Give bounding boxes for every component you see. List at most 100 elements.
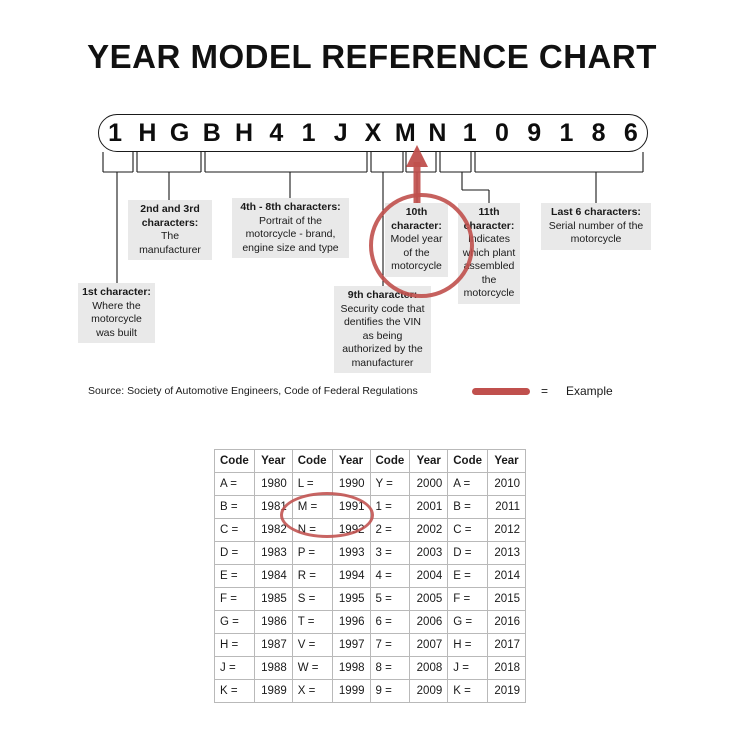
cell-year: 1990 <box>331 472 371 496</box>
cell-code: D = <box>214 541 255 565</box>
callout-body: Indicates which plant assembled the moto… <box>462 233 516 299</box>
cell-year: 1989 <box>253 679 293 703</box>
cell-code: D = <box>447 541 488 565</box>
cell-code: 7 = <box>369 633 411 657</box>
cell-year: 2013 <box>487 541 526 565</box>
cell-year: 1981 <box>253 495 293 519</box>
cell-code: 3 = <box>369 541 411 565</box>
cell-code: 2 = <box>369 518 411 542</box>
cell-code: P = <box>291 541 333 565</box>
cell-year: 2011 <box>487 495 526 519</box>
cell-code: F = <box>447 587 488 611</box>
cell-year: 1980 <box>253 472 293 496</box>
legend-label: Example <box>566 384 613 398</box>
cell-year: 1985 <box>253 587 293 611</box>
table-row: D = 1983 P = 1993 3 = 2003 D = 2013 <box>214 541 526 565</box>
cell-code: T = <box>291 610 333 634</box>
cell-year: 1993 <box>331 541 371 565</box>
cell-year: 1987 <box>253 633 293 657</box>
cell-code: G = <box>214 610 255 634</box>
table-row: J = 1988 W = 1998 8 = 2008 J = 2018 <box>214 656 526 680</box>
callout-body: Portrait of the motorcycle - brand, engi… <box>242 214 339 254</box>
cell-year: 2003 <box>409 541 449 565</box>
table-row: B = 1981 M = 1991 1 = 2001 B = 2011 <box>214 495 526 519</box>
cell-code: E = <box>214 564 255 588</box>
cell-code: S = <box>291 587 333 611</box>
cell-year: 1983 <box>253 541 293 565</box>
vin-char: H <box>138 118 157 147</box>
callout-9th-character: 9th character: Security code that dentif… <box>334 286 431 373</box>
vin-char: B <box>202 118 221 147</box>
vin-char: J <box>333 118 348 147</box>
cell-year: 1994 <box>331 564 371 588</box>
cell-year: 1998 <box>331 656 371 680</box>
cell-code: E = <box>447 564 488 588</box>
cell-year: 1997 <box>331 633 371 657</box>
cell-year: 2016 <box>487 610 526 634</box>
cell-code: 9 = <box>369 679 411 703</box>
cell-year: 1996 <box>331 610 371 634</box>
cell-code: 1 = <box>369 495 411 519</box>
vin-char: 1 <box>462 118 477 147</box>
vin-char: 1 <box>301 118 316 147</box>
vin-capsule: 1 H G B H 4 1 J X M N 1 0 9 1 8 6 <box>98 114 648 152</box>
vin-char: 6 <box>623 118 638 147</box>
cell-year: 2000 <box>409 472 449 496</box>
callout-last-6-characters: Last 6 characters: Serial number of the … <box>541 203 651 250</box>
table-row: H = 1987 V = 1997 7 = 2007 H = 2017 <box>214 633 526 657</box>
column-header: Code <box>369 449 411 473</box>
callout-2nd-3rd-characters: 2nd and 3rd characters: The manufacturer <box>128 200 212 260</box>
callout-heading: 9th character: <box>347 289 418 301</box>
callout-4th-8th-characters: 4th - 8th characters: Portrait of the mo… <box>232 198 349 258</box>
table-row: G = 1986 T = 1996 6 = 2006 G = 2016 <box>214 610 526 634</box>
cell-year: 2015 <box>487 587 526 611</box>
cell-year: 2001 <box>409 495 449 519</box>
cell-year: 2019 <box>487 679 526 703</box>
cell-code: F = <box>214 587 255 611</box>
table-row: C = 1982 N = 1992 2 = 2002 C = 2012 <box>214 518 526 542</box>
callout-body: Security code that dentifies the VIN as … <box>340 302 425 369</box>
cell-code: X = <box>291 679 333 703</box>
vin-char: 8 <box>591 118 606 147</box>
callout-body: Where the motorcycle was built <box>91 299 142 339</box>
vin-char: H <box>235 118 254 147</box>
legend-equals-sign: = <box>541 384 549 398</box>
vin-char: N <box>428 118 447 147</box>
cell-code: 4 = <box>369 564 411 588</box>
cell-year: 2006 <box>409 610 449 634</box>
column-header: Code <box>214 449 255 473</box>
cell-code: J = <box>214 656 255 680</box>
callout-body: Model year of the motorcycle <box>390 233 443 272</box>
cell-year: 1999 <box>331 679 371 703</box>
callout-heading: 10th character: <box>391 206 442 232</box>
cell-code: B = <box>447 495 488 519</box>
source-note: Source: Society of Automotive Engineers,… <box>88 385 418 397</box>
vin-char: 1 <box>559 118 574 147</box>
callout-1st-character: 1st character: Where the motorcycle was … <box>78 283 155 343</box>
column-header: Code <box>291 449 333 473</box>
callout-heading: 4th - 8th characters: <box>240 201 341 213</box>
callout-body: The manufacturer <box>139 230 201 256</box>
cell-year: 2009 <box>409 679 449 703</box>
cell-code: A = <box>214 472 255 496</box>
cell-year: 2010 <box>487 472 526 496</box>
cell-year: 2007 <box>409 633 449 657</box>
cell-year: 2018 <box>487 656 526 680</box>
cell-code: L = <box>291 472 333 496</box>
vin-char: X <box>364 118 382 147</box>
cell-code: 8 = <box>369 656 411 680</box>
vin-char: G <box>169 118 190 147</box>
cell-code: H = <box>447 633 488 657</box>
cell-year: 2005 <box>409 587 449 611</box>
cell-code: C = <box>447 518 488 542</box>
cell-year: 2008 <box>409 656 449 680</box>
year-code-table-body: A = 1980 L = 1990 Y = 2000 A = 2010 B = 1981 M = 19… <box>214 472 526 703</box>
cell-code: R = <box>291 564 333 588</box>
year-code-table-container: Code Year Code Year Code Year Code Year … <box>214 449 526 703</box>
vin-char: 4 <box>269 118 284 147</box>
cell-code: M = <box>291 495 333 519</box>
cell-year: 1988 <box>253 656 293 680</box>
cell-code: H = <box>214 633 255 657</box>
vin-char: 1 <box>108 118 123 147</box>
cell-code: J = <box>447 656 488 680</box>
